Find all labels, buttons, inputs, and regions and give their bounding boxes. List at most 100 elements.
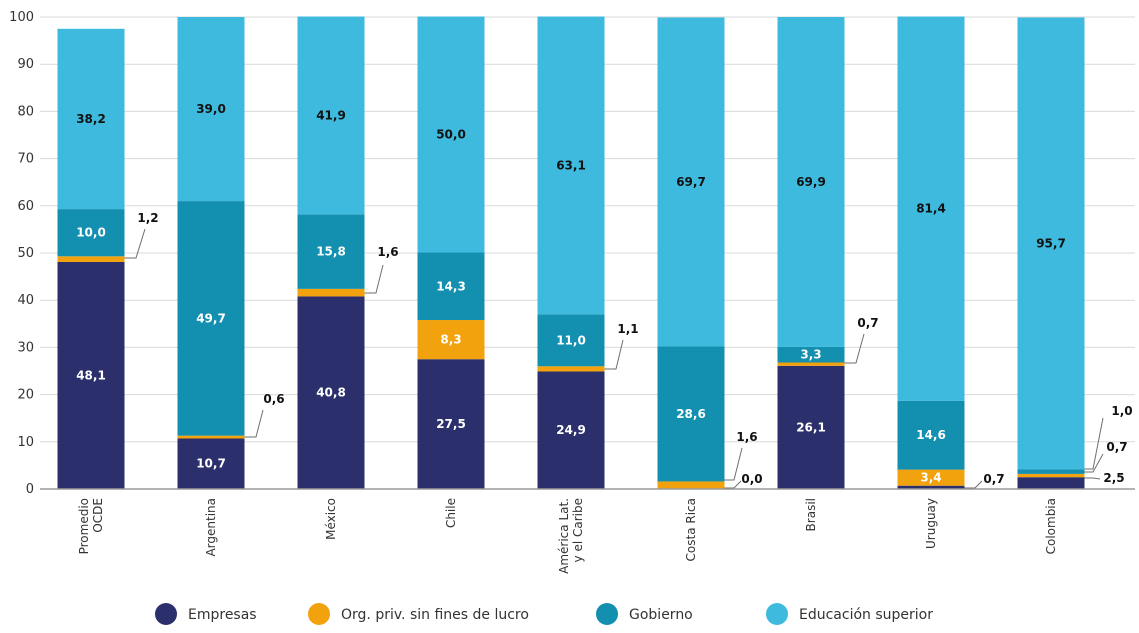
bar-segment-empresas	[297, 296, 365, 489]
bar-segment-educacion	[177, 17, 245, 202]
y-tick-label: 30	[17, 340, 34, 355]
bar-segment-educacion	[417, 16, 485, 253]
bar-segment-empresas	[1017, 477, 1085, 489]
bar-segment-orgpriv	[777, 362, 845, 366]
callout-leader-line	[724, 480, 742, 489]
x-category-label: Costa Rica	[684, 498, 698, 561]
bar-segment-orgpriv	[177, 435, 245, 439]
bar-segment-empresas	[777, 365, 845, 489]
callout-value-label: 0,7	[857, 316, 878, 330]
y-tick-label: 0	[26, 482, 34, 497]
callout-value-label: 0,0	[741, 472, 762, 486]
x-category-label-line: América Lat.	[557, 498, 571, 574]
bar-segment-orgpriv	[297, 288, 365, 297]
legend-label: Empresas	[188, 607, 257, 623]
segment-value-label: 69,9	[796, 175, 826, 189]
x-category-label: Argentina	[204, 498, 218, 557]
callout-value-label: 1,2	[137, 211, 158, 225]
legend-label: Gobierno	[629, 607, 693, 623]
legend-marker	[308, 603, 330, 625]
segment-value-label: 39,0	[196, 102, 226, 116]
callout-value-label: 1,6	[377, 245, 398, 259]
bar-segment-gobierno	[897, 400, 965, 470]
callout-value-label: 1,0	[1111, 404, 1132, 418]
x-category-label-line: OCDE	[91, 498, 105, 533]
x-category-label: Uruguay	[924, 498, 938, 549]
x-category-label-line: y el Caribe	[571, 498, 585, 562]
x-category-label: América Lat.y el Caribe	[557, 498, 585, 574]
x-category-label-line: Costa Rica	[684, 498, 698, 561]
bar-segment-empresas	[897, 485, 965, 489]
bar-segment-empresas	[417, 359, 485, 489]
x-category-label: México	[324, 498, 338, 540]
bar-segment-educacion	[297, 16, 365, 215]
callout-leader-line	[1084, 453, 1104, 473]
bar-segment-gobierno	[1017, 469, 1085, 474]
callout-value-label: 0,7	[1106, 440, 1127, 454]
bar-segment-empresas	[537, 371, 605, 489]
segment-value-label: 41,9	[316, 108, 346, 122]
bar-segment-gobierno	[57, 209, 125, 257]
bar-segment-orgpriv	[57, 256, 125, 262]
segment-value-label: 63,1	[556, 158, 586, 172]
callout-value-label: 1,1	[617, 322, 638, 336]
callout-value-label: 1,6	[736, 430, 757, 444]
bar-segment-empresas	[57, 261, 125, 489]
bar-segment-educacion	[1017, 17, 1085, 470]
segment-value-label: 3,3	[800, 348, 821, 362]
callout-leader-line	[244, 409, 264, 438]
segment-value-label: 48,1	[76, 368, 106, 382]
x-category-label: Brasil	[804, 498, 818, 531]
segment-value-label: 15,8	[316, 245, 346, 259]
bar-segment-educacion	[537, 16, 605, 315]
bar-segment-gobierno	[297, 214, 365, 289]
segment-value-label: 95,7	[1036, 236, 1066, 250]
segment-value-label: 14,6	[916, 428, 946, 442]
legend-label: Org. priv. sin fines de lucro	[341, 607, 529, 623]
y-tick-label: 90	[17, 57, 34, 72]
legend-marker	[155, 603, 177, 625]
callout-leader-line	[964, 480, 983, 489]
y-tick-label: 40	[17, 293, 34, 308]
x-category-label: Chile	[444, 498, 458, 528]
y-tick-label: 50	[17, 246, 34, 261]
x-category-label-line: Brasil	[804, 498, 818, 531]
x-category-label: PromedioOCDE	[77, 498, 105, 554]
callout-value-label: 0,6	[263, 392, 284, 406]
segment-value-label: 38,2	[76, 112, 106, 126]
callout-leader-line	[724, 447, 743, 481]
bar-segment-orgpriv	[657, 481, 725, 489]
y-tick-label: 80	[17, 104, 34, 119]
bar-segment-orgpriv	[537, 366, 605, 372]
callout-value-label: 2,5	[1103, 471, 1124, 485]
bar-segment-empresas	[177, 438, 245, 489]
segment-value-label: 10,7	[196, 457, 226, 471]
segment-value-label: 3,4	[920, 471, 941, 485]
segment-value-label: 11,0	[556, 333, 586, 347]
y-tick-label: 60	[17, 199, 34, 214]
callout-leader-line	[604, 339, 624, 370]
bar-segment-gobierno	[657, 346, 725, 482]
segment-value-label: 69,7	[676, 175, 706, 189]
segment-value-label: 26,1	[796, 420, 826, 434]
legend-marker	[596, 603, 618, 625]
bar-segment-orgpriv	[897, 469, 965, 486]
bar-segment-gobierno	[537, 314, 605, 367]
y-tick-label: 10	[17, 435, 34, 450]
bar-segment-orgpriv	[417, 320, 485, 360]
bar-segment-orgpriv	[1017, 473, 1085, 478]
segment-value-label: 14,3	[436, 279, 466, 293]
segment-value-label: 28,6	[676, 407, 706, 421]
callout-leader-line	[844, 333, 865, 364]
callout-leader-line	[1084, 417, 1104, 470]
bar-segment-educacion	[897, 16, 965, 401]
y-tick-label: 70	[17, 152, 34, 167]
segment-value-label: 40,8	[316, 386, 346, 400]
x-category-label: Colombia	[1044, 498, 1058, 554]
bar-segment-educacion	[777, 17, 845, 347]
x-category-label-line: Colombia	[1044, 498, 1058, 554]
bar-segment-gobierno	[417, 252, 485, 321]
legend-label: Educación superior	[799, 607, 933, 623]
